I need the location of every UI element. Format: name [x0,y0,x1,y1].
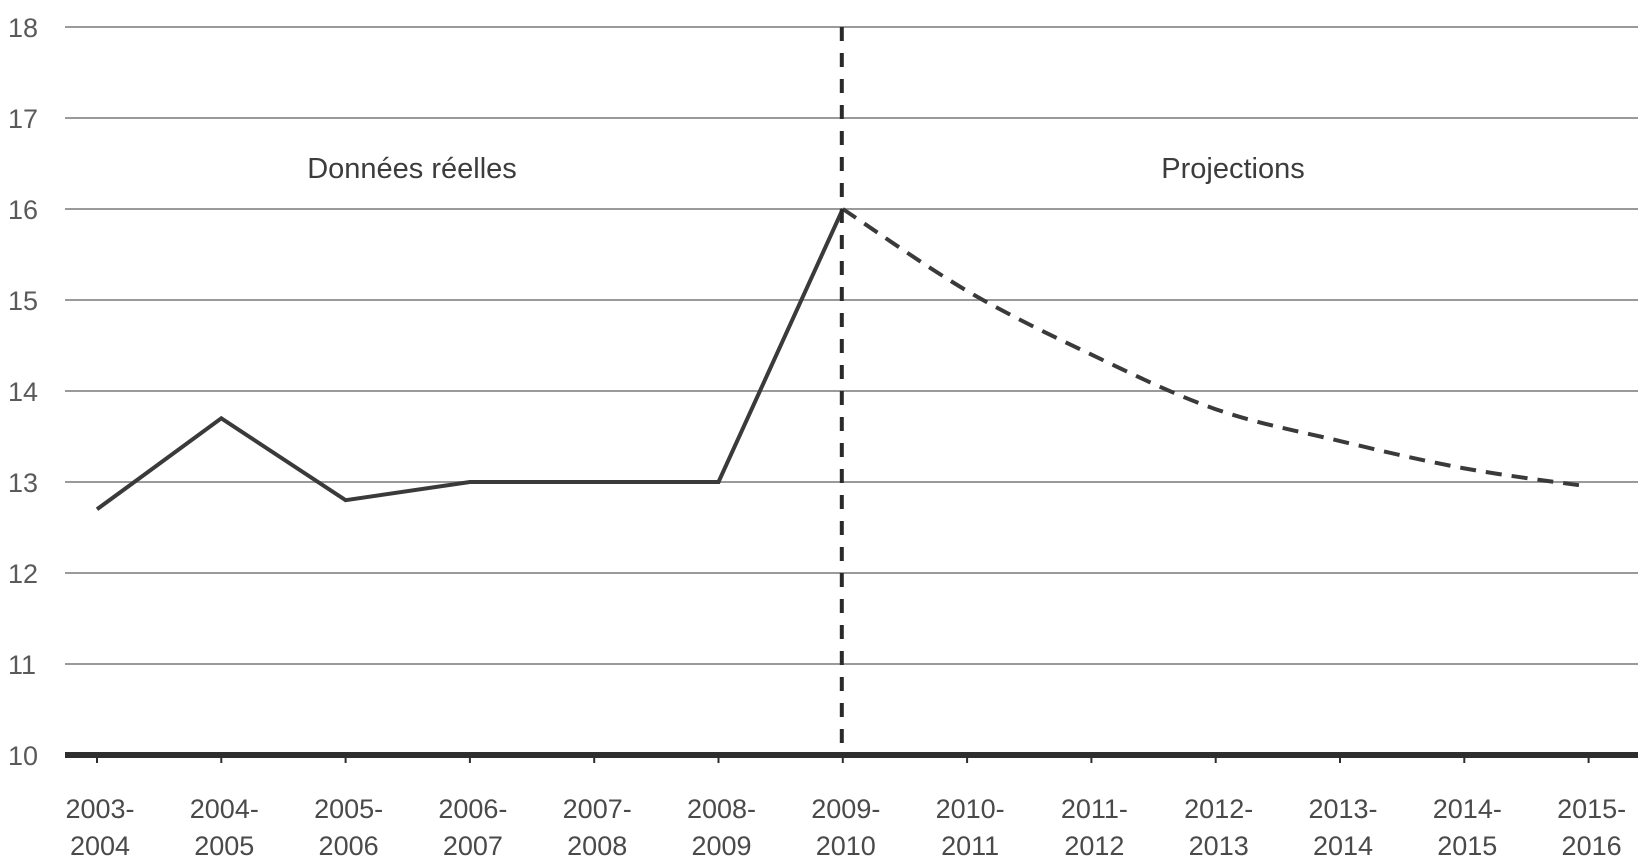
x-tick-label: 2005-2006 [314,794,383,859]
actual-series-line [97,209,843,509]
y-tick-label: 12 [8,559,38,589]
x-tick-label: 2014-2015 [1433,794,1502,859]
y-tick-label: 11 [8,650,36,680]
x-tick-label: 2009-2010 [811,794,880,859]
x-tick-label: 2013-2014 [1308,794,1377,859]
gridlines [65,27,1638,755]
projection-series-line [843,209,1589,487]
x-axis-ticks: 2003-2004 2004-2005 2005-2006 2006-2007 2007… [65,755,1626,859]
x-tick-label: 2011-2012 [1061,794,1128,859]
y-tick-label: 15 [8,286,38,316]
projections-label: Projections [1161,153,1304,185]
x-tick-label: 2010-2011 [936,794,1005,859]
x-tick-label: 2015-2016 [1557,794,1626,859]
x-tick-label: 2003-2004 [65,794,134,859]
y-tick-label: 18 [8,13,38,43]
x-tick-label: 2008-2009 [687,794,756,859]
x-tick-label: 2006-2007 [438,794,507,859]
y-tick-label: 17 [8,104,38,134]
y-tick-label: 16 [8,195,38,225]
actual-data-label: Données réelles [307,153,517,185]
y-tick-label: 10 [8,741,38,771]
y-tick-label: 14 [8,377,38,407]
series-lines [97,209,1589,510]
x-tick-label: 2004-2005 [190,794,259,859]
y-axis-ticks: 10 11 12 13 14 15 16 17 18 [8,13,38,771]
x-tick-label: 2012-2013 [1184,794,1253,859]
y-tick-label: 13 [8,468,38,498]
x-tick-label: 2007-2008 [563,794,632,859]
